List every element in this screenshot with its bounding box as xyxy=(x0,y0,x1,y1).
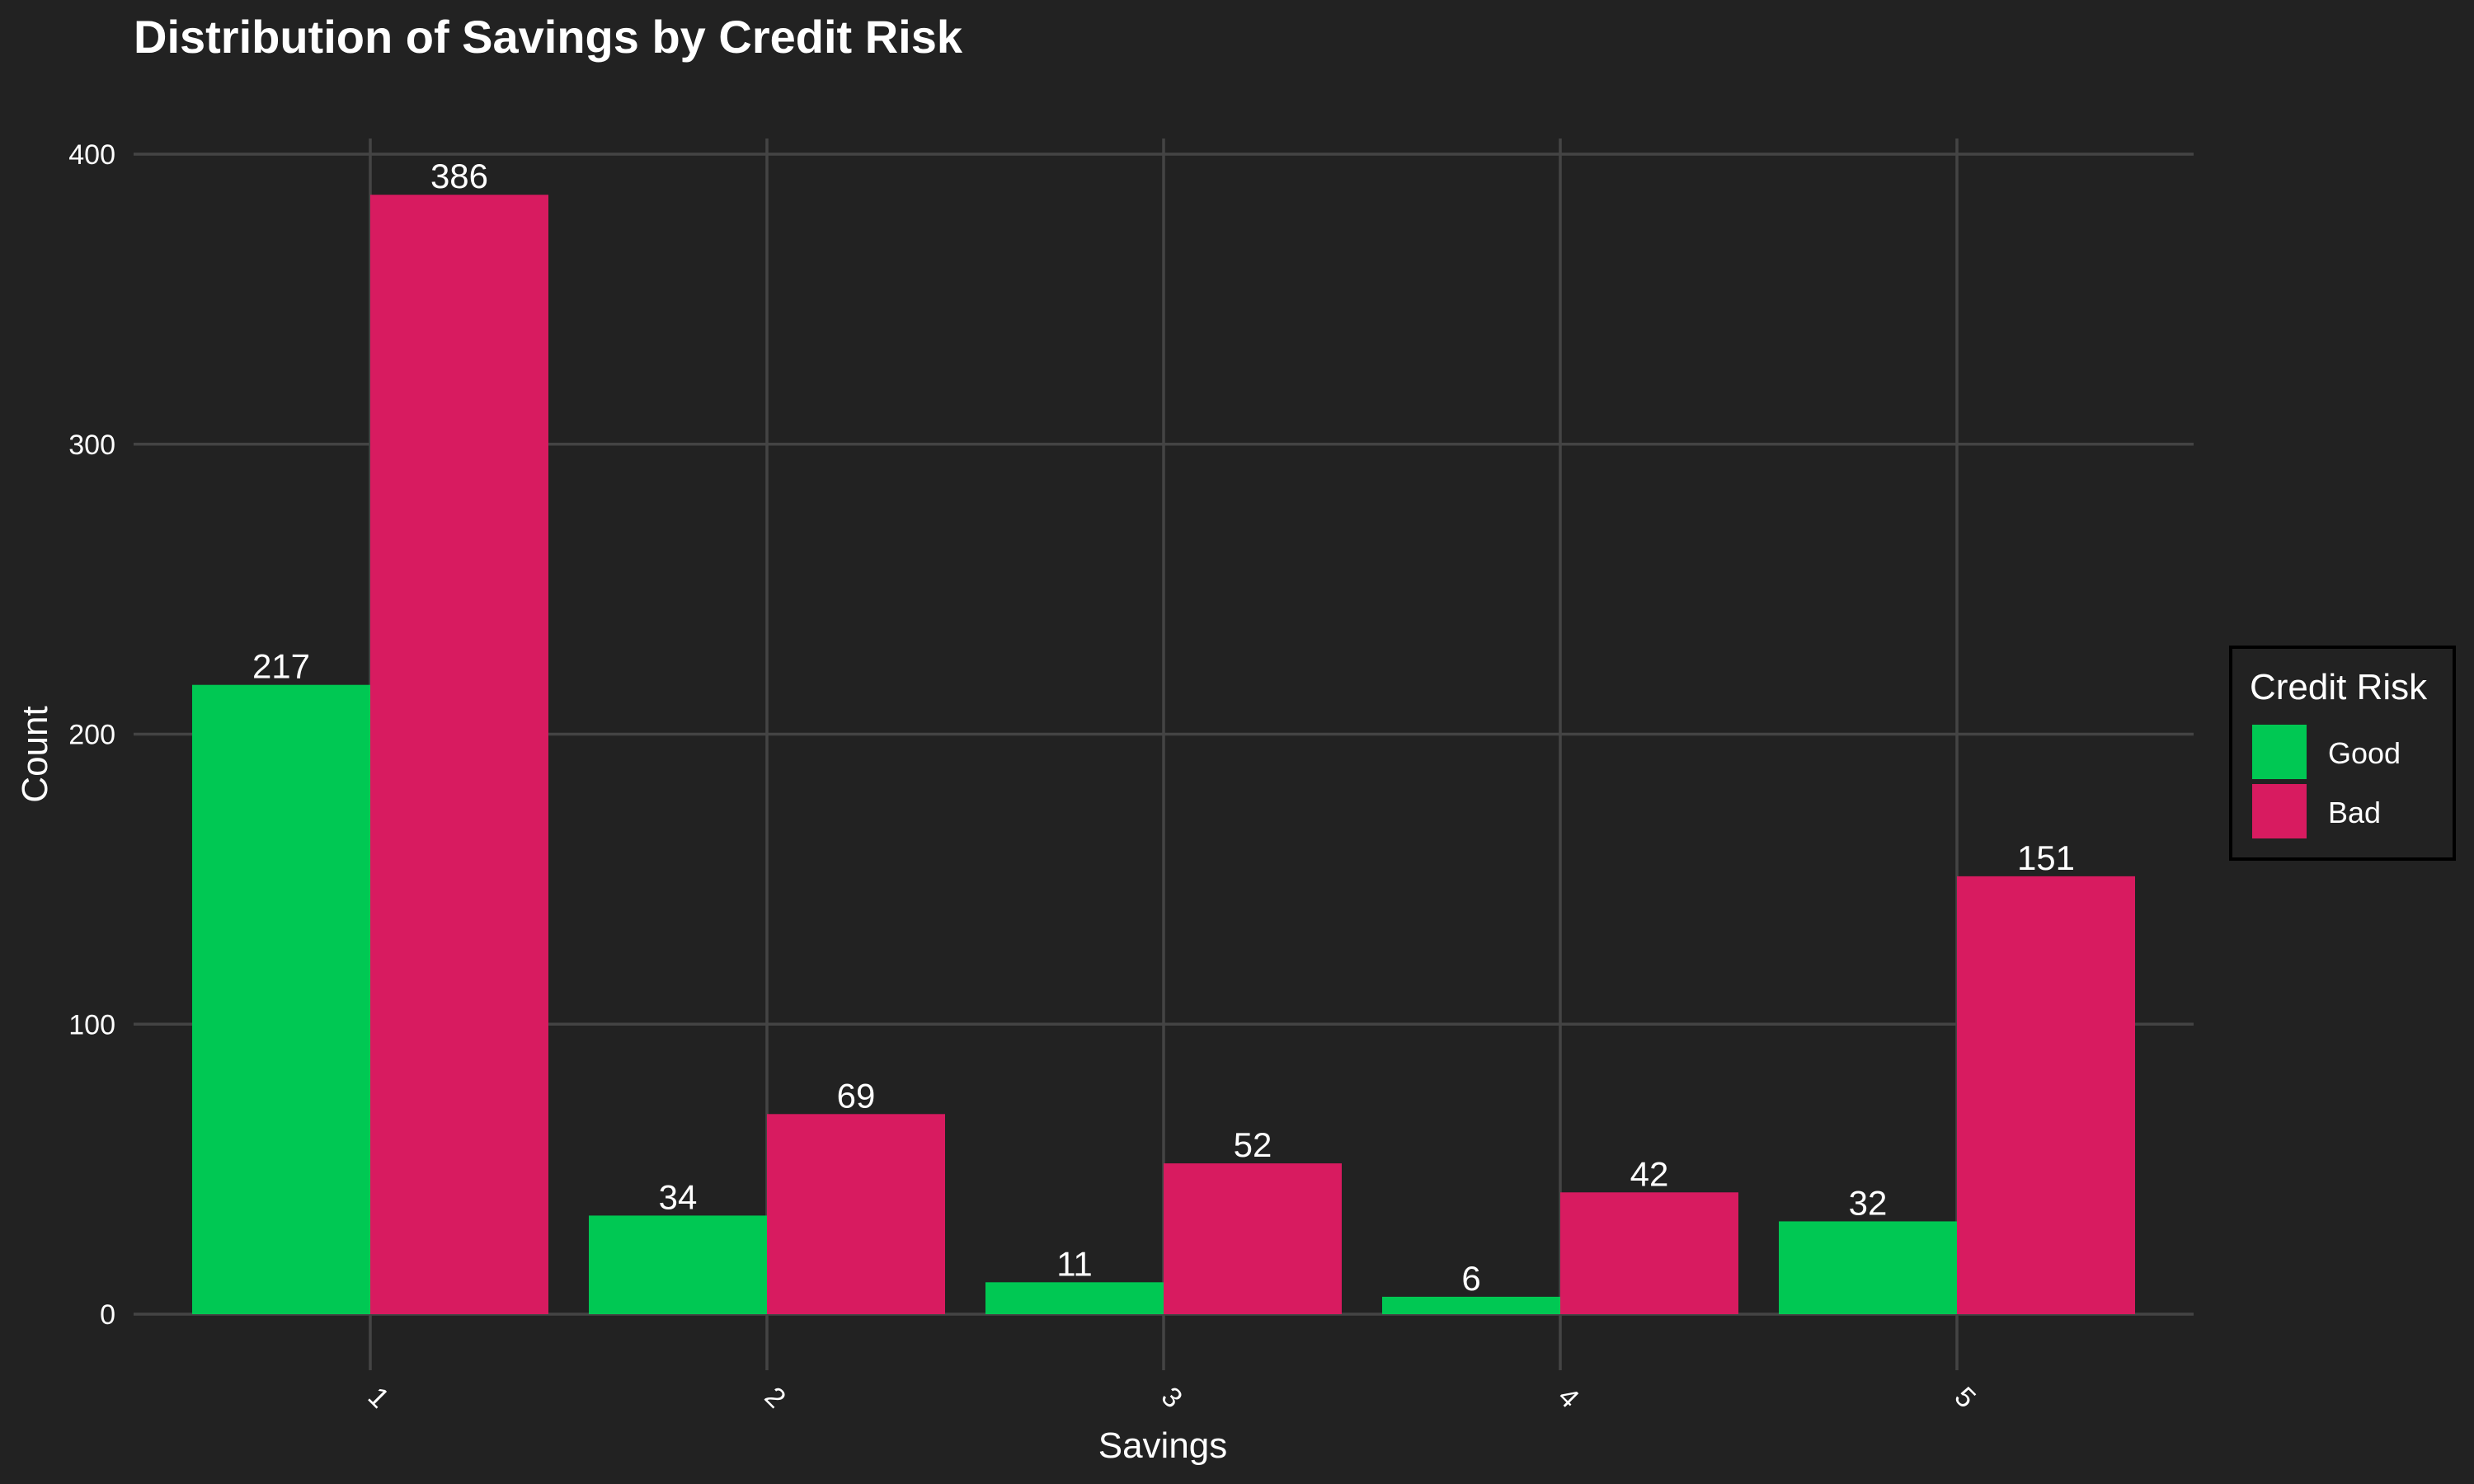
bar-value-label: 386 xyxy=(430,157,488,195)
bar-good xyxy=(192,684,370,1314)
bar-good xyxy=(985,1282,1164,1314)
y-tick-label: 400 xyxy=(68,139,115,171)
y-tick-label: 300 xyxy=(68,430,115,461)
legend-label-bad: Bad xyxy=(2328,796,2381,829)
bar-bad xyxy=(767,1114,945,1314)
bar-value-label: 11 xyxy=(1056,1244,1093,1283)
bar-good xyxy=(1382,1296,1560,1314)
bar-value-label: 151 xyxy=(2017,838,2075,877)
bar-value-label: 217 xyxy=(252,647,310,686)
y-axis-title: Count xyxy=(15,706,55,802)
y-tick-label: 0 xyxy=(100,1299,115,1331)
x-axis-title: Savings xyxy=(1098,1425,1228,1466)
bar-bad xyxy=(1164,1163,1342,1314)
bar-bad xyxy=(1957,876,2135,1314)
bar-value-label: 34 xyxy=(659,1177,698,1216)
legend-title: Credit Risk xyxy=(2250,667,2428,707)
data-labels: 217 34 11 6 32 386 69 52 42 151 xyxy=(252,157,2075,1298)
y-tick-label: 100 xyxy=(68,1009,115,1040)
bar-value-label: 6 xyxy=(1461,1259,1480,1298)
bar-good xyxy=(1779,1221,1957,1314)
bar-good xyxy=(589,1215,767,1314)
bar-value-label: 42 xyxy=(1630,1154,1669,1193)
bar-bad xyxy=(370,195,548,1314)
legend-label-good: Good xyxy=(2328,736,2401,770)
bar-value-label: 52 xyxy=(1234,1125,1272,1164)
chart-title: Distribution of Savings by Credit Risk xyxy=(134,11,963,63)
bar-bad xyxy=(1560,1192,1738,1314)
bar-value-label: 32 xyxy=(1849,1183,1888,1222)
legend-swatch-bad xyxy=(2252,784,2307,838)
legend: Credit Risk Good Bad xyxy=(2229,646,2456,861)
bars xyxy=(192,195,2135,1314)
y-tick-label: 200 xyxy=(68,720,115,751)
legend-swatch-good xyxy=(2252,725,2307,779)
bar-value-label: 69 xyxy=(837,1076,876,1115)
